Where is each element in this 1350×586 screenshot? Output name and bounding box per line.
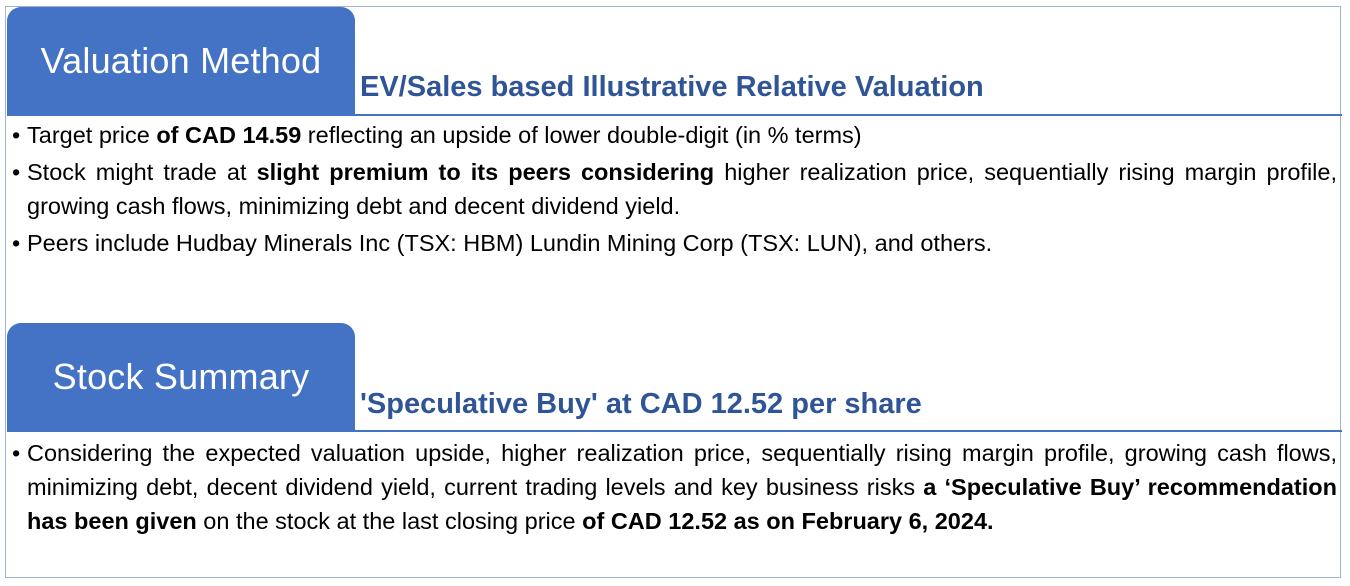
bullet-text: on the stock at the last closing price [196, 508, 583, 534]
bullet-bold-text: slight premium to its peers considering [256, 159, 715, 185]
bullet-text: Target price [27, 122, 157, 148]
bullet-bold-text: of CAD 12.52 as on February 6, 2024. [582, 508, 994, 534]
valuation-bullet-peers: Peers include Hudbay Minerals Inc (TSX: … [12, 226, 1337, 260]
valuation-bullet-target-price: Target price of CAD 14.59 reflecting an … [12, 118, 1337, 152]
bullet-text: Peers include Hudbay Minerals Inc (TSX: … [27, 230, 993, 256]
valuation-divider [7, 114, 1342, 116]
stock-summary-tab: Stock Summary [7, 323, 355, 431]
bullet-text: Considering the expected valuation upsid… [27, 440, 1337, 500]
bullet-bold-text: a ‘Speculative Buy’ recommendation has b… [27, 474, 1337, 534]
valuation-method-tab: Valuation Method [7, 7, 355, 115]
stock-summary-tab-label: Stock Summary [52, 356, 310, 397]
bullet-bold-text: of CAD 14.59 [156, 122, 302, 148]
content-frame [5, 6, 1341, 578]
valuation-bullet-premium: Stock might trade at slight premium to i… [12, 155, 1337, 223]
valuation-heading: EV/Sales based Illustrative Relative Val… [360, 71, 984, 103]
bullet-text: Stock might trade at [27, 159, 257, 185]
bullet-text: higher realization price, sequentially r… [27, 159, 1337, 219]
stock-summary-bullet-recommendation: Considering the expected valuation upsid… [12, 436, 1337, 538]
stock-summary-bullet-list: Considering the expected valuation upsid… [12, 436, 1337, 541]
valuation-method-tab-label: Valuation Method [40, 40, 322, 81]
bullet-text: reflecting an upside of lower double-dig… [301, 122, 862, 148]
valuation-bullet-list: Target price of CAD 14.59 reflecting an … [12, 118, 1337, 263]
stock-summary-divider [7, 430, 1342, 432]
stock-summary-heading: 'Speculative Buy' at CAD 12.52 per share [360, 388, 922, 420]
